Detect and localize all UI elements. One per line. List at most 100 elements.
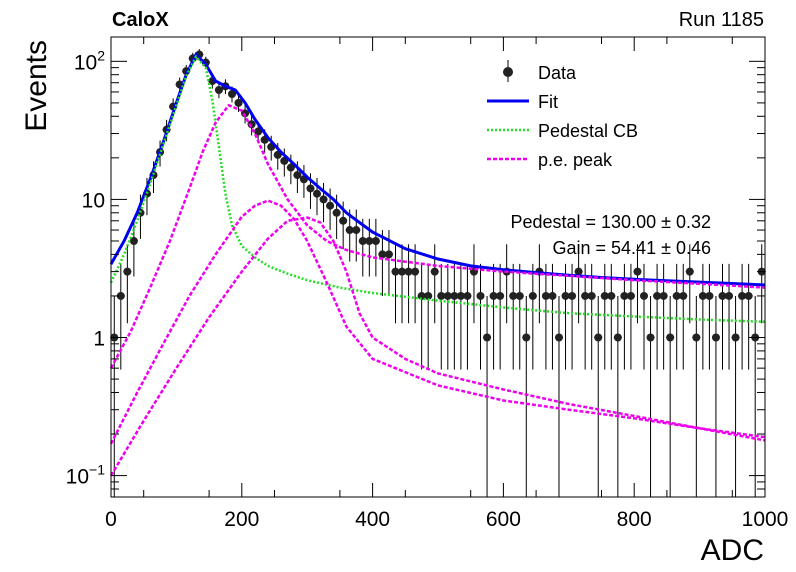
data-point: [234, 98, 243, 107]
data-point: [332, 208, 341, 217]
fit-parameters: Pedestal = 130.00 ± 0.32 Gain = 54.41 ± 0…: [510, 212, 711, 258]
data-point: [456, 291, 465, 300]
data-point: [352, 226, 361, 235]
legend-data-marker: [503, 67, 513, 77]
data-point: [378, 250, 387, 259]
data-point: [711, 333, 720, 342]
data-point: [725, 291, 734, 300]
data-point: [345, 226, 354, 235]
data-point: [659, 291, 668, 300]
data-point: [738, 291, 747, 300]
data-point: [731, 333, 740, 342]
data-point: [541, 291, 550, 300]
y-axis-title: Events: [20, 40, 53, 132]
data-point: [384, 250, 393, 259]
data-point: [522, 333, 531, 342]
x-tick-label: 1000: [742, 508, 789, 531]
data-point: [594, 333, 603, 342]
data-point: [718, 291, 727, 300]
legend-label-pedestal-cb: Pedestal CB: [538, 121, 638, 141]
data-point: [417, 291, 426, 300]
data-point: [326, 201, 335, 210]
data-point: [744, 291, 753, 300]
plot-frame: [110, 36, 766, 498]
data-point: [214, 85, 223, 94]
x-tick-label: 400: [355, 508, 390, 531]
data-point: [600, 291, 609, 300]
data-point: [116, 291, 125, 300]
data-point: [313, 189, 322, 198]
data-point: [129, 236, 138, 245]
data-point: [679, 291, 688, 300]
y-tick-label: 1: [93, 328, 105, 351]
curve-p-e-peak-3: [109, 199, 766, 445]
data-point: [476, 291, 485, 300]
data-point: [613, 333, 622, 342]
data-point: [626, 291, 635, 300]
data-point: [254, 127, 263, 136]
y-tick-label: 102: [74, 47, 105, 74]
fit-param-line: Gain = 54.41 ± 0.46: [553, 238, 712, 258]
data-point: [633, 267, 642, 276]
data-point: [554, 333, 563, 342]
y-tick-label: 10: [82, 189, 105, 212]
data-point: [548, 291, 557, 300]
data-point: [241, 109, 250, 118]
legend-label-p-e-peak: p.e. peak: [538, 150, 613, 170]
data-point: [515, 291, 524, 300]
data-point: [666, 333, 675, 342]
curve-p-e-peak-4: [109, 216, 766, 477]
fit-param-line: Pedestal = 130.00 ± 0.32: [510, 212, 711, 232]
legend-label-fit: Fit: [538, 92, 558, 112]
data-point: [581, 291, 590, 300]
data-point: [286, 163, 295, 172]
data-point: [653, 291, 662, 300]
x-axis-title: ADC: [701, 534, 764, 567]
data-point: [450, 291, 459, 300]
legend-label-data: Data: [538, 63, 577, 83]
data-point: [398, 267, 407, 276]
data-point: [306, 184, 315, 193]
run-label: Run 1185: [679, 9, 764, 31]
data-point: [483, 333, 492, 342]
data-point: [568, 291, 577, 300]
data-point: [698, 291, 707, 300]
x-tick-label: 800: [617, 508, 652, 531]
data-point: [319, 195, 328, 204]
data-point: [443, 291, 452, 300]
curve-pedestal-cb-1: [109, 54, 766, 324]
data-point: [620, 291, 629, 300]
data-point: [509, 291, 518, 300]
x-tick-label: 600: [486, 508, 521, 531]
data-point: [574, 267, 583, 276]
data-point: [227, 89, 236, 98]
data-point: [430, 267, 439, 276]
data-point: [437, 291, 446, 300]
data-point: [424, 291, 433, 300]
data-point: [371, 236, 380, 245]
data-point: [339, 216, 348, 225]
data-point: [705, 291, 714, 300]
data-point: [692, 333, 701, 342]
data-point: [646, 333, 655, 342]
data-point: [358, 236, 367, 245]
y-tick-label: 10−1: [66, 462, 106, 489]
x-tick-label: 200: [224, 508, 259, 531]
data-point: [489, 291, 498, 300]
x-tick-label: 0: [105, 508, 117, 531]
data-point: [123, 267, 132, 276]
data-point: [561, 291, 570, 300]
curve-p-e-peak-2: [109, 103, 766, 369]
data-point: [463, 291, 472, 300]
data-point: [640, 291, 649, 300]
data-point: [528, 291, 537, 300]
data-point: [587, 291, 596, 300]
data-point: [496, 291, 505, 300]
data-point: [672, 291, 681, 300]
experiment-label: CaloX: [112, 9, 169, 31]
data-point: [404, 267, 413, 276]
data-point: [607, 291, 616, 300]
data-point: [293, 171, 302, 180]
